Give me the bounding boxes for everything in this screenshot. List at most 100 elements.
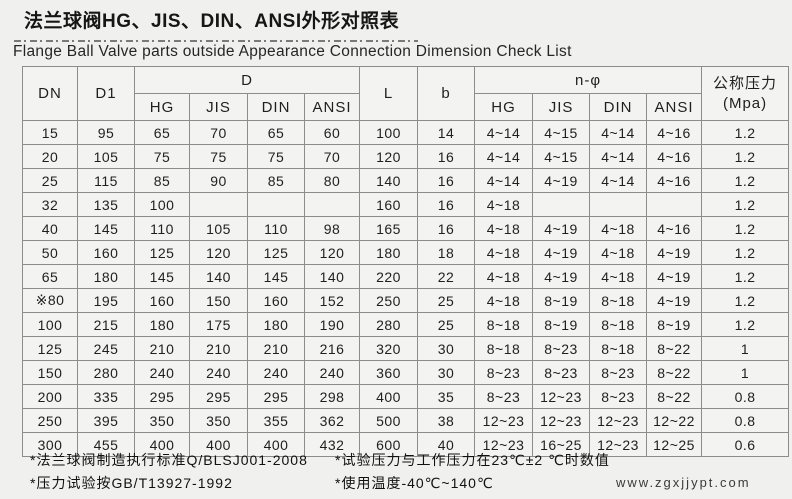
header-d-hg: HG	[134, 93, 190, 121]
table-cell: 15	[22, 120, 78, 145]
table-row: 65 180 145 140 145 140 220 22 4~18 4~19 4~18 4~19 1.…	[22, 264, 790, 289]
table-cell	[589, 192, 648, 217]
table-cell: 180	[134, 312, 190, 337]
table-cell: 85	[134, 168, 190, 193]
footnote-temperature: *使用温度-40℃~140℃	[335, 475, 494, 491]
table-cell: 320	[359, 336, 419, 361]
pressure-label-unit: (Mpa)	[722, 94, 768, 112]
table-cell: 240	[303, 360, 361, 385]
table-row: 250 395 350 350 355 362 500 38 12~23 12~23 12~23 12…	[22, 408, 790, 433]
table-cell: 395	[77, 408, 135, 433]
table-cell: 65	[134, 120, 190, 145]
table-cell: 160	[134, 288, 190, 313]
table-cell: 8~18	[589, 288, 648, 313]
table-cell: 8~18	[474, 312, 534, 337]
table-cell: 8~22	[646, 384, 703, 409]
table-cell: 16	[417, 216, 476, 241]
table-cell: 4~14	[474, 120, 534, 145]
table-cell: 16	[417, 144, 476, 169]
table-cell: 16	[417, 192, 476, 217]
table-cell: 180	[77, 264, 135, 289]
table-cell: 25	[22, 168, 78, 193]
table-cell: 125	[22, 336, 78, 361]
table-cell: 400	[247, 432, 305, 457]
table-cell: 65	[247, 120, 305, 145]
table-cell: 300	[22, 432, 78, 457]
table-cell: 180	[359, 240, 419, 265]
table-cell: 145	[77, 216, 135, 241]
header-n-phi-group: n-φ	[474, 66, 703, 94]
table-cell: 120	[359, 144, 419, 169]
table-cell: 1.2	[701, 192, 790, 217]
table-cell: 75	[134, 144, 190, 169]
watermark-url: www.zgxjjypt.com	[616, 475, 751, 490]
footnote-standard: *法兰球阀制造执行标准Q/BLSJ001-2008	[30, 452, 308, 468]
table-cell: 8~19	[646, 312, 703, 337]
table-cell: 1	[701, 336, 790, 361]
header-l: L	[359, 66, 419, 121]
table-cell: 8~23	[474, 360, 534, 385]
table-cell: 280	[359, 312, 419, 337]
table-cell: 1.2	[701, 144, 790, 169]
table-cell: 1.2	[701, 216, 790, 241]
table-cell: 4~14	[474, 144, 534, 169]
dimension-table: DN D1 D L b n-φ 公称压力 (Mpa) HG JIS DIN AN…	[22, 66, 790, 457]
table-cell: 120	[189, 240, 248, 265]
table-cell: 4~15	[532, 120, 591, 145]
header-d-din: DIN	[247, 93, 305, 121]
footnote-test-pressure: *试验压力与工作压力在23℃±2 ℃时数值	[335, 452, 610, 468]
table-cell: 4~18	[474, 192, 534, 217]
table-cell: 4~19	[532, 216, 591, 241]
table-cell: 120	[303, 240, 361, 265]
table-cell: 8~22	[646, 360, 703, 385]
table-cell: 75	[247, 144, 305, 169]
table-cell: 362	[303, 408, 361, 433]
table-cell: 90	[189, 168, 248, 193]
table-cell: 280	[77, 360, 135, 385]
table-row: 50 160 125 120 125 120 180 18 4~18 4~19 4~18 4~19 1.…	[22, 240, 790, 265]
table-cell: 432	[303, 432, 361, 457]
table-cell: 455	[77, 432, 135, 457]
table-cell	[303, 192, 361, 217]
table-cell	[189, 192, 248, 217]
table-cell: 400	[189, 432, 248, 457]
table-cell: 4~16	[646, 216, 703, 241]
table-cell	[646, 192, 703, 217]
table-cell: 360	[359, 360, 419, 385]
table-cell: 0.6	[701, 432, 790, 457]
table-cell: 210	[247, 336, 305, 361]
table-cell: 152	[303, 288, 361, 313]
table-cell: 210	[189, 336, 248, 361]
table-cell: 1.2	[701, 168, 790, 193]
table-cell: 350	[134, 408, 190, 433]
table-cell: 16	[417, 168, 476, 193]
table-cell: 215	[77, 312, 135, 337]
table-cell: 4~18	[474, 240, 534, 265]
table-cell: 12~23	[589, 408, 648, 433]
table-cell: 100	[22, 312, 78, 337]
table-cell: 18	[417, 240, 476, 265]
table-cell: 400	[359, 384, 419, 409]
table-cell: 100	[134, 192, 190, 217]
table-cell: 8~23	[589, 384, 648, 409]
header-n-hg: HG	[474, 93, 534, 121]
table-cell: 125	[247, 240, 305, 265]
table-cell: 150	[22, 360, 78, 385]
table-row: 200 335 295 295 295 298 400 35 8~23 12~23 8~23 8~22…	[22, 384, 790, 409]
header-d-jis: JIS	[189, 93, 248, 121]
table-cell: 8~22	[646, 336, 703, 361]
table-cell	[247, 192, 305, 217]
table-cell: 245	[77, 336, 135, 361]
table-row: 300 455 400 400 400 432 600 40 12~23 16~25 12~23 12…	[22, 432, 790, 457]
table-cell: 4~19	[532, 168, 591, 193]
table-cell: 4~19	[646, 240, 703, 265]
header-dn: DN	[22, 66, 78, 121]
table-cell: 4~16	[646, 120, 703, 145]
table-cell: 16~25	[532, 432, 591, 457]
table-cell: 295	[247, 384, 305, 409]
table-cell: 105	[189, 216, 248, 241]
table-cell: 100	[359, 120, 419, 145]
page-subtitle: Flange Ball Valve parts outside Appearan…	[13, 43, 572, 60]
table-body: 15 95 65 70 65 60 100 14 4~14 4~15 4~14 4~16 1.2 20 10…	[22, 120, 790, 457]
table-cell: 80	[303, 168, 361, 193]
